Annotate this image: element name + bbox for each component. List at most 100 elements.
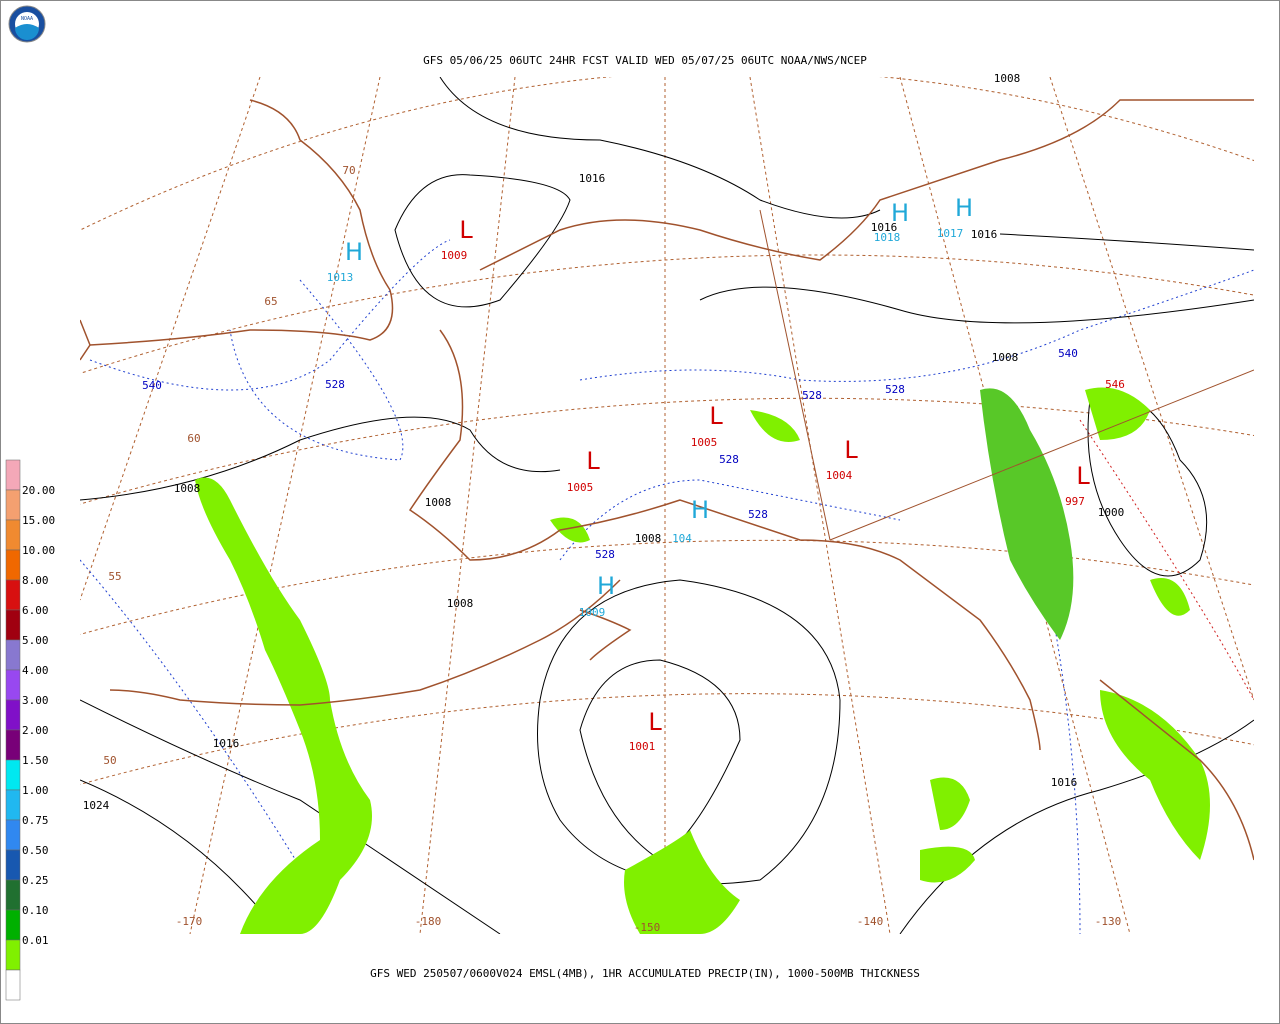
legend-swatch [5, 549, 21, 581]
pressure-center-value: 1005 [567, 481, 594, 494]
thickness-label: 528 [802, 389, 822, 402]
precip-area [195, 477, 372, 934]
graticule-label: -130 [1095, 915, 1122, 928]
isobar-label: 1008 [425, 496, 452, 509]
precip-areas [195, 387, 1210, 934]
pressure-center-value: 1009 [579, 606, 606, 619]
isobar [537, 579, 841, 885]
isobar-label: 1008 [635, 532, 662, 545]
graticule-label: -170 [176, 915, 203, 928]
legend-label: 15.00 [22, 514, 55, 527]
thickness-label: 528 [719, 453, 739, 466]
legend-swatch [5, 939, 21, 971]
pressure-center-letter: H [691, 496, 709, 524]
isobar [699, 286, 1254, 324]
isobar-label: 1016 [579, 172, 606, 185]
thickness-line [1049, 599, 1081, 934]
thickness-line [229, 279, 404, 461]
isobar [439, 77, 881, 219]
border [759, 209, 831, 541]
legend-swatch [5, 849, 21, 881]
thickness-line [89, 239, 451, 391]
legend-label: 3.00 [22, 694, 49, 707]
thickness-line [80, 559, 321, 901]
coastline [408, 329, 1041, 751]
graticule-label: -140 [857, 915, 884, 928]
coastline [1099, 679, 1254, 861]
thickness-line-546 [1079, 419, 1254, 701]
pressure-center-letter: L [459, 216, 473, 244]
thickness-label: 540 [1058, 347, 1078, 360]
legend-label: 0.25 [22, 874, 49, 887]
legend-label: 0.75 [22, 814, 49, 827]
pressure-center-value: 997 [1065, 495, 1085, 508]
graticule-label: -150 [634, 921, 661, 934]
isobar-label: 1016 [871, 221, 898, 234]
coastline [80, 319, 91, 361]
isobar [999, 233, 1254, 251]
thickness-label: 546 [1105, 378, 1125, 391]
isobar [579, 659, 741, 861]
isobar [1087, 395, 1208, 577]
lon-line [749, 77, 891, 934]
pressure-center-letter: L [1076, 462, 1090, 490]
isobar-label: 1008 [447, 597, 474, 610]
noaa-logo: NOAA [8, 5, 46, 43]
precip-area [624, 830, 740, 934]
pressure-center-letter: L [709, 402, 723, 430]
isobar-label: 1008 [174, 482, 201, 495]
legend-swatch [5, 879, 21, 911]
thickness-line [559, 479, 901, 561]
isobar [80, 699, 501, 934]
legend-swatch [5, 729, 21, 761]
border [829, 369, 1254, 541]
thickness-label: 528 [595, 548, 615, 561]
pressure-center-letter: L [648, 708, 662, 736]
legend-label: 0.10 [22, 904, 49, 917]
lon-line [1049, 77, 1254, 701]
thickness-line [579, 269, 1254, 382]
pressure-center-letter: L [844, 436, 858, 464]
map-title: GFS 05/06/25 06UTC 24HR FCST VALID WED 0… [423, 54, 867, 67]
precip-area [980, 388, 1074, 640]
legend-label: 10.00 [22, 544, 55, 557]
isobar-label: 1024 [83, 799, 110, 812]
pressure-center-value: 1005 [691, 436, 718, 449]
coastline [479, 99, 1254, 271]
precip-area [1150, 578, 1190, 616]
legend-swatch [5, 639, 21, 671]
legend-swatch [5, 489, 21, 521]
pressure-center-value: 1018 [874, 231, 901, 244]
isobar-label: 1016 [971, 228, 998, 241]
lat-line [80, 539, 1254, 635]
isobar-label: 1008 [992, 351, 1019, 364]
precip-area [1100, 690, 1210, 860]
thickness-label: 528 [885, 383, 905, 396]
thickness-label: 540 [142, 379, 162, 392]
legend-swatch [5, 969, 21, 1001]
legend-swatch [5, 819, 21, 851]
legend-label: 0.50 [22, 844, 49, 857]
coastline [579, 609, 632, 661]
logo-wave [15, 24, 39, 40]
precip-area [550, 517, 590, 543]
isobar-label: 1016 [1051, 776, 1078, 789]
isobar-label: 1008 [994, 72, 1021, 85]
legend-swatch [5, 759, 21, 791]
map-labels: H 1013 L 1009 H 1018 H 1017 L 1005 L 1004 L 1005 L 997 H… [83, 72, 1125, 934]
graticule-label: 55 [108, 570, 121, 583]
pressure-center-value: 1001 [629, 740, 656, 753]
precip-area [920, 846, 975, 883]
legend-swatch [5, 609, 21, 641]
coastlines [80, 99, 1254, 861]
isobar-label: 1000 [1098, 506, 1125, 519]
graticule-label: -180 [415, 915, 442, 928]
graticule-label: 50 [103, 754, 116, 767]
thickness-label: 528 [748, 508, 768, 521]
pressure-center-value: 104 [672, 532, 692, 545]
thickness-lines [80, 239, 1254, 934]
legend-label: 8.00 [22, 574, 49, 587]
legend-swatch [5, 519, 21, 551]
lon-line [899, 77, 1131, 934]
